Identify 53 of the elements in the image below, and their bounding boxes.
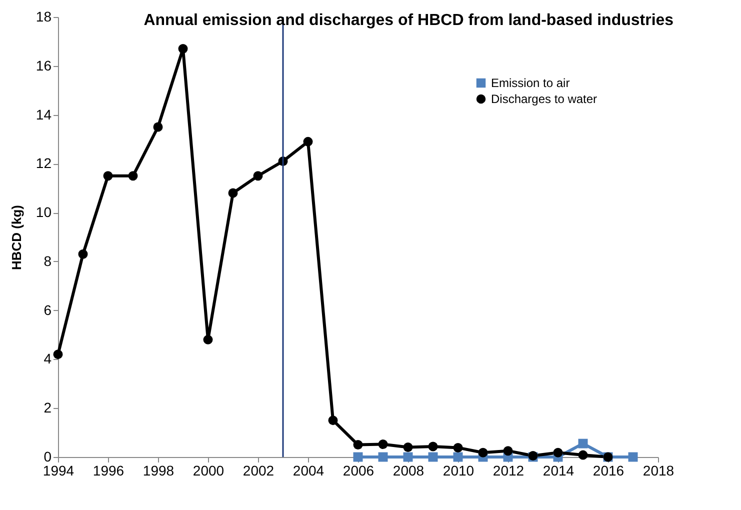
y-tick-label: 10 — [36, 204, 52, 220]
point — [353, 452, 363, 462]
point — [328, 416, 338, 426]
x-tick-label: 2002 — [242, 462, 274, 478]
point — [378, 440, 388, 450]
point — [253, 171, 263, 181]
legend-label: Emission to air — [491, 76, 570, 90]
y-tick-label: 16 — [36, 57, 52, 74]
y-tick-label: 14 — [36, 106, 52, 122]
x-tick-label: 2006 — [342, 462, 374, 478]
point — [578, 438, 588, 448]
y-tick-label: 0 — [44, 448, 52, 464]
point — [78, 249, 88, 259]
x-tick-label: 1998 — [142, 462, 174, 478]
point — [228, 188, 238, 198]
x-tick-label: 2008 — [392, 462, 424, 478]
y-tick-label: 6 — [44, 302, 52, 318]
y-tick-label: 12 — [36, 155, 52, 172]
y-tick-label: 2 — [44, 400, 52, 416]
point — [203, 334, 213, 344]
x-tick-label: 2012 — [492, 462, 524, 478]
x-tick-label: 2000 — [192, 462, 224, 478]
point — [53, 350, 63, 360]
point — [353, 440, 363, 450]
x-tick-label: 2016 — [592, 462, 624, 478]
y-tick-label: 8 — [44, 252, 52, 269]
point — [403, 452, 413, 462]
x-tick-label: 2014 — [542, 462, 574, 478]
x-tick-label: 1996 — [92, 462, 124, 478]
x-tick-label: 1994 — [42, 462, 74, 478]
point — [503, 446, 513, 456]
x-tick-label: 2004 — [292, 462, 324, 478]
point — [428, 442, 438, 452]
point — [478, 448, 488, 458]
x-tick-label: 2018 — [642, 462, 674, 478]
y-tick-label: 18 — [36, 8, 52, 24]
point — [553, 448, 563, 458]
point — [153, 122, 163, 132]
point — [403, 442, 413, 452]
point — [178, 44, 188, 54]
point — [303, 136, 313, 146]
legend-label: Discharges to water — [491, 92, 598, 106]
point — [428, 452, 438, 462]
point — [103, 171, 113, 181]
point — [128, 171, 138, 181]
point — [628, 452, 638, 462]
y-tick-label: 4 — [44, 350, 52, 367]
point — [453, 452, 463, 462]
x-tick-label: 2010 — [442, 462, 474, 478]
point — [378, 452, 388, 462]
point — [578, 450, 588, 460]
y-axis-title: HBCD (kg) — [8, 205, 24, 270]
point — [453, 442, 463, 452]
